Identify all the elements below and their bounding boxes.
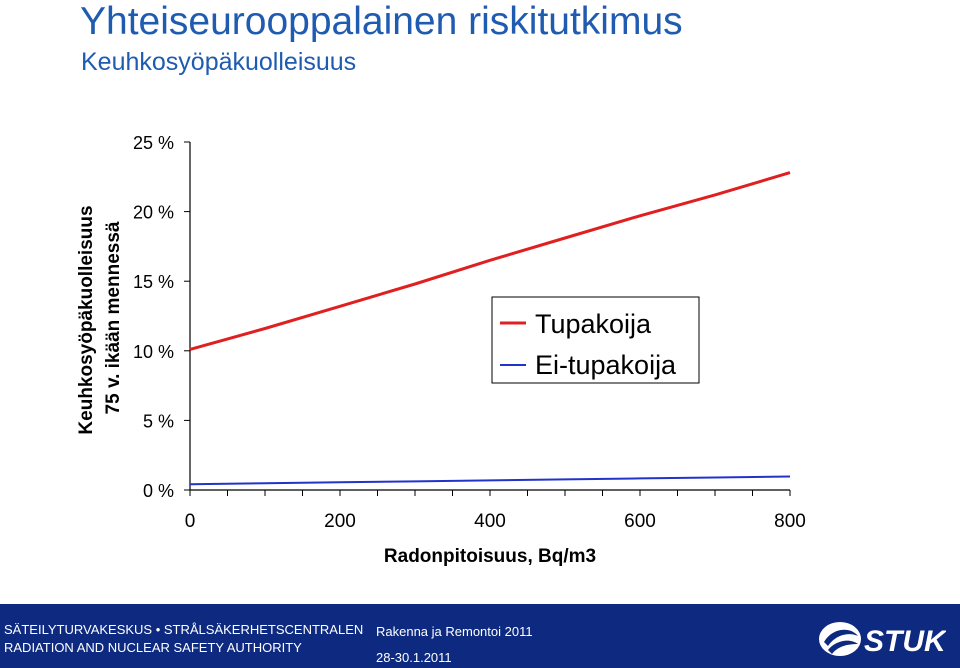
slide-title: Yhteiseurooppalainen riskitutkimus [80,0,683,43]
legend-label-tupakoija: Tupakoija [535,309,652,339]
x-tick-label: 0 [185,511,196,532]
y-tick-label: 0 % [143,481,174,501]
y-tick-label: 25 % [133,133,174,153]
y-tick-label: 5 % [143,411,174,431]
footer-org-line1: SÄTEILYTURVAKESKUS • STRÅLSÄKERHETSCENTR… [4,622,364,637]
stuk-logo: STUK [819,622,946,658]
x-tick-label: 600 [624,511,656,532]
x-tick-label: 800 [774,511,806,532]
x-tick-label: 400 [474,511,506,532]
line-chart: 0 % 5 % 10 % 15 % 20 % 25 % 0 200 400 600 800 Rado… [76,133,806,567]
stuk-swirl-icon [819,622,861,656]
y-axis-label-line1: Keuhkosyöpäkuolleisuus [76,205,97,434]
y-axis-label-line2: 75 v. ikään mennessä [103,221,124,414]
x-tick-label: 200 [324,511,356,532]
slide-subtitle: Keuhkosyöpäkuolleisuus [81,48,357,76]
series-line-tupakoija [189,171,791,351]
y-tick-label: 10 % [133,342,174,362]
stuk-logo-text: STUK [864,625,946,658]
footer-bar: SÄTEILYTURVAKESKUS • STRÅLSÄKERHETSCENTR… [0,604,960,668]
legend-label-ei-tupakoija: Ei-tupakoija [535,350,677,380]
legend: Tupakoija Ei-tupakoija [491,296,700,384]
x-axis-label: Radonpitoisuus, Bq/m3 [384,546,596,567]
footer-event: Rakenna ja Remontoi 2011 [376,624,533,639]
y-tick-label: 20 % [133,203,174,223]
y-tick-label: 15 % [133,272,174,292]
footer-date: 28-30.1.2011 [376,650,452,665]
footer-org-line2: RADIATION AND NUCLEAR SAFETY AUTHORITY [4,640,302,655]
series-line-ei-tupakoija [189,475,791,486]
